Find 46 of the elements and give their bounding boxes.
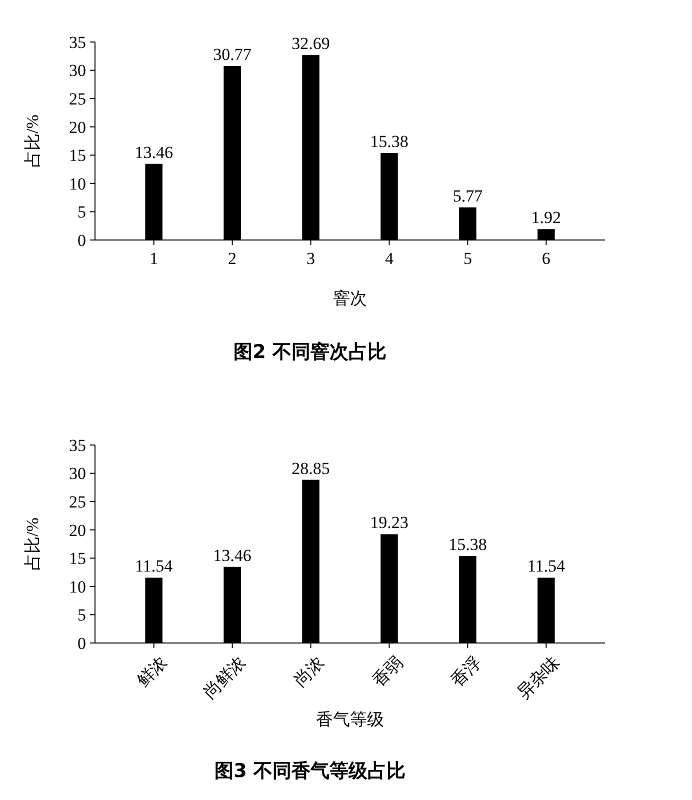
y-tick-label: 20 [69, 118, 86, 137]
data-label: 32.69 [292, 34, 330, 54]
x-tick-label: 6 [542, 249, 550, 268]
y-tick-label: 25 [69, 492, 86, 512]
data-label: 13.46 [213, 546, 252, 565]
x-axis-title: 窨次 [333, 289, 367, 308]
y-tick-label: 35 [69, 32, 86, 52]
data-label: 1.92 [531, 208, 562, 228]
y-tick-label: 5 [78, 202, 86, 222]
data-label: 11.54 [135, 556, 174, 576]
y-tick-label: 15 [69, 146, 86, 166]
y-tick-label: 25 [69, 90, 86, 109]
data-label: 19.23 [370, 513, 408, 532]
x-tick-label: 3 [306, 249, 316, 268]
x-tick-label: 异杂味 [514, 652, 564, 702]
text: 图3 不同香气等级占比 [214, 760, 406, 782]
y-axis-title: 占比/% [23, 114, 42, 168]
x-tick-label: 香弱 [368, 652, 406, 690]
y-tick-label: 30 [69, 464, 86, 484]
y-tick-label: 0 [78, 634, 86, 653]
x-axis-title: 香气等级 [316, 710, 384, 729]
data-label: 28.85 [292, 458, 330, 478]
data-label: 15.38 [448, 534, 487, 554]
y-tick-label: 10 [69, 174, 86, 194]
y-tick-label: 10 [69, 577, 86, 596]
y-axis-title: 占比/% [23, 518, 42, 570]
y-tick-label: 20 [69, 520, 86, 540]
x-tick-label: 5 [463, 249, 472, 268]
x-tick-label: 鲜浓 [134, 652, 172, 690]
data-label: 5.77 [452, 186, 484, 206]
text: 图2 不同窨次占比 [234, 341, 386, 363]
x-tick-label: 尚鲜浓 [200, 652, 250, 702]
x-tick-label: 1 [150, 249, 158, 268]
data-label: 13.46 [134, 142, 173, 162]
x-tick-label: 香浮 [447, 652, 485, 690]
data-label: 30.77 [213, 44, 252, 64]
data-label: 15.38 [370, 132, 408, 151]
y-tick-label: 0 [78, 230, 86, 250]
data-label: 11.54 [527, 556, 566, 576]
y-tick-label: 5 [78, 606, 86, 625]
y-tick-label: 15 [69, 549, 86, 568]
x-tick-label: 4 [384, 249, 394, 268]
x-tick-label: 尚浓 [290, 652, 328, 690]
x-tick-label: 2 [228, 249, 237, 268]
y-tick-label: 35 [69, 436, 86, 455]
y-tick-label: 30 [69, 61, 86, 80]
